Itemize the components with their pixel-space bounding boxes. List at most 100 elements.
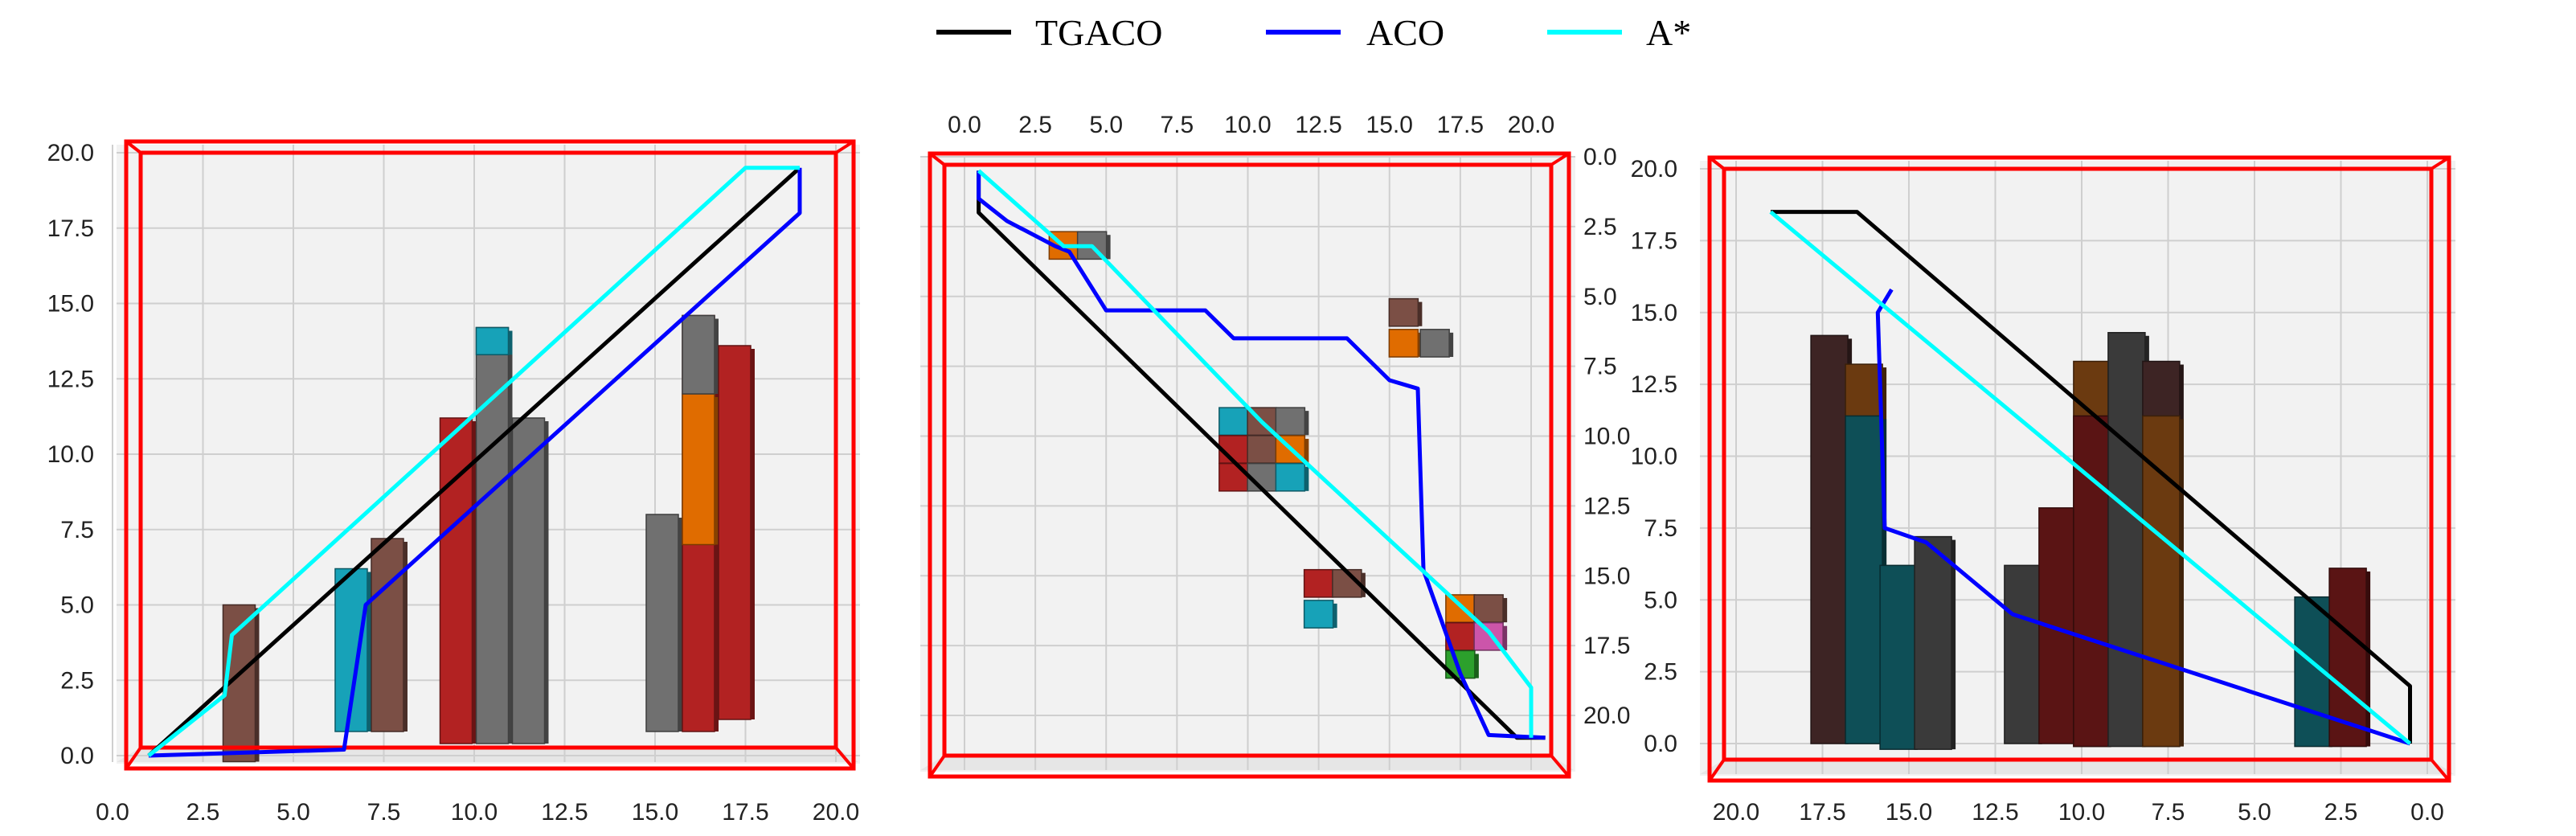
x-tick-label: 7.5: [1161, 112, 1194, 138]
y-tick-label: 10.0: [1631, 444, 1677, 470]
obstacle-block-side: [367, 572, 371, 732]
bounding-box-edge: [2430, 758, 2451, 782]
series-tgaco: [1771, 210, 2412, 744]
obstacle-block: [1445, 594, 1476, 623]
x-tick-label: 5.0: [276, 799, 310, 826]
bounding-box-inner: [138, 150, 838, 750]
y-tick-label: 10.0: [1583, 424, 1630, 450]
bounding-box-edge: [125, 140, 142, 154]
bounding-box-edge: [1550, 754, 1571, 778]
x-tick-label: 7.5: [367, 799, 401, 826]
panel-front-view: 0.0 2.5 5.0 7.5 10.0 12.5 15.0 17.5 20.0 0.0 2.5 5.…: [47, 139, 860, 826]
obstacle-block-side: [1333, 603, 1337, 629]
plot-floor: [1700, 760, 2454, 774]
obstacle-block: [1810, 334, 1849, 744]
obstacle-block-side: [472, 421, 477, 744]
obstacle-block: [439, 417, 473, 744]
obstacle-block: [2107, 332, 2146, 748]
x-tick-label: 0.0: [96, 799, 129, 826]
obstacle-block: [1303, 600, 1334, 629]
y-tick-label: 15.0: [47, 291, 94, 318]
x-tick-label: 20.0: [1508, 112, 1554, 138]
bounding-box-outer: [1707, 155, 2451, 783]
obstacle-block: [371, 538, 404, 732]
obstacle-block: [475, 326, 510, 355]
x-tick-label: 2.5: [186, 799, 220, 826]
obstacle-block: [1218, 407, 1249, 436]
series-aco: [977, 170, 1546, 740]
obstacle-block: [1845, 415, 1883, 744]
obstacle-block: [718, 345, 752, 720]
obstacle-block-side: [678, 518, 682, 732]
obstacle-block-side: [1361, 572, 1366, 597]
bounding-box-outer: [124, 139, 856, 771]
legend: TGACO ACO A*: [936, 12, 1691, 53]
obstacle-block-side: [508, 330, 513, 744]
obstacle-block-side: [715, 318, 719, 394]
bounding-box-edge: [834, 140, 855, 154]
legend-entry-astar: A*: [1547, 12, 1691, 53]
bounding-box-edge: [125, 746, 142, 770]
obstacle-block-side: [715, 397, 719, 545]
obstacle-block: [2073, 415, 2111, 748]
obstacle-block: [2004, 564, 2042, 744]
x-tick-label: 10.0: [1224, 112, 1271, 138]
x-tick-label: 15.0: [632, 799, 678, 826]
bounding-box-edge: [1708, 758, 1726, 782]
legend-label-aco: ACO: [1366, 12, 1444, 53]
obstacle-block-side: [1503, 625, 1508, 650]
series-a: [147, 166, 800, 757]
y-tick-label: 20.0: [1631, 156, 1677, 182]
x-tick-label: 2.5: [2324, 799, 2358, 826]
obstacle-block: [2142, 415, 2181, 748]
bounding-box-inner: [1722, 166, 2434, 762]
legend-entry-tgaco: TGACO: [936, 12, 1162, 53]
panel-back-view: 20.0 17.5 15.0 12.5 10.0 7.5 5.0 2.5 0.0 0.0 2.5 5.…: [1631, 155, 2455, 826]
obstacle-block: [1879, 564, 1918, 750]
y-tick-label: 5.0: [1583, 284, 1617, 310]
x-tick-label: 5.0: [2238, 799, 2271, 826]
obstacle-block-side: [2366, 571, 2371, 747]
x-tick-label: 17.5: [722, 799, 768, 826]
y-tick-label: 7.5: [60, 517, 94, 543]
x-tick-label: 12.5: [1972, 799, 2018, 826]
obstacle-block: [1218, 462, 1249, 492]
x-tick-label: 20.0: [1713, 799, 1759, 826]
y-tick-label: 20.0: [47, 140, 94, 166]
y-tick-label: 5.0: [60, 592, 94, 619]
obstacle-block-side: [1474, 654, 1479, 678]
series-a: [1769, 210, 2412, 745]
x-tick-label: 2.5: [1018, 112, 1052, 138]
series-aco: [1875, 288, 2411, 746]
obstacle-block-side: [1304, 411, 1309, 436]
obstacle-block: [682, 314, 715, 395]
y-tick-label: 17.5: [47, 215, 94, 242]
y-tick-label: 15.0: [1631, 300, 1677, 326]
x-tick-label: 12.5: [1295, 112, 1341, 138]
bounding-box-edge: [928, 754, 946, 778]
x-tick-label: 15.0: [1366, 112, 1413, 138]
y-tick-label: 17.5: [1631, 227, 1677, 254]
obstacle-block: [1388, 297, 1419, 327]
x-tick-label: 0.0: [2410, 799, 2444, 826]
obstacle-block: [1247, 435, 1277, 464]
obstacle-block-side: [255, 608, 260, 762]
bounding-box-edge: [928, 152, 946, 166]
x-tick-label: 5.0: [1089, 112, 1123, 138]
obstacle-block: [1275, 462, 1306, 492]
obstacle-block-side: [544, 421, 549, 744]
series-a: [977, 169, 1534, 738]
bounding-box-edge: [834, 746, 855, 770]
series-tgaco: [147, 166, 801, 757]
obstacle-block-side: [1503, 597, 1508, 623]
obstacle-block-side: [1106, 235, 1111, 260]
y-tick-label: 2.5: [1644, 659, 1677, 686]
obstacle-block-side: [1418, 301, 1423, 326]
y-tick-label: 0.0: [1644, 731, 1677, 757]
y-tick-label: 12.5: [47, 366, 94, 392]
obstacle-block: [1275, 407, 1306, 436]
y-tick-label: 5.0: [1644, 587, 1677, 613]
obstacle-block-side: [1304, 466, 1309, 491]
bounding-box-edge: [2430, 156, 2451, 170]
